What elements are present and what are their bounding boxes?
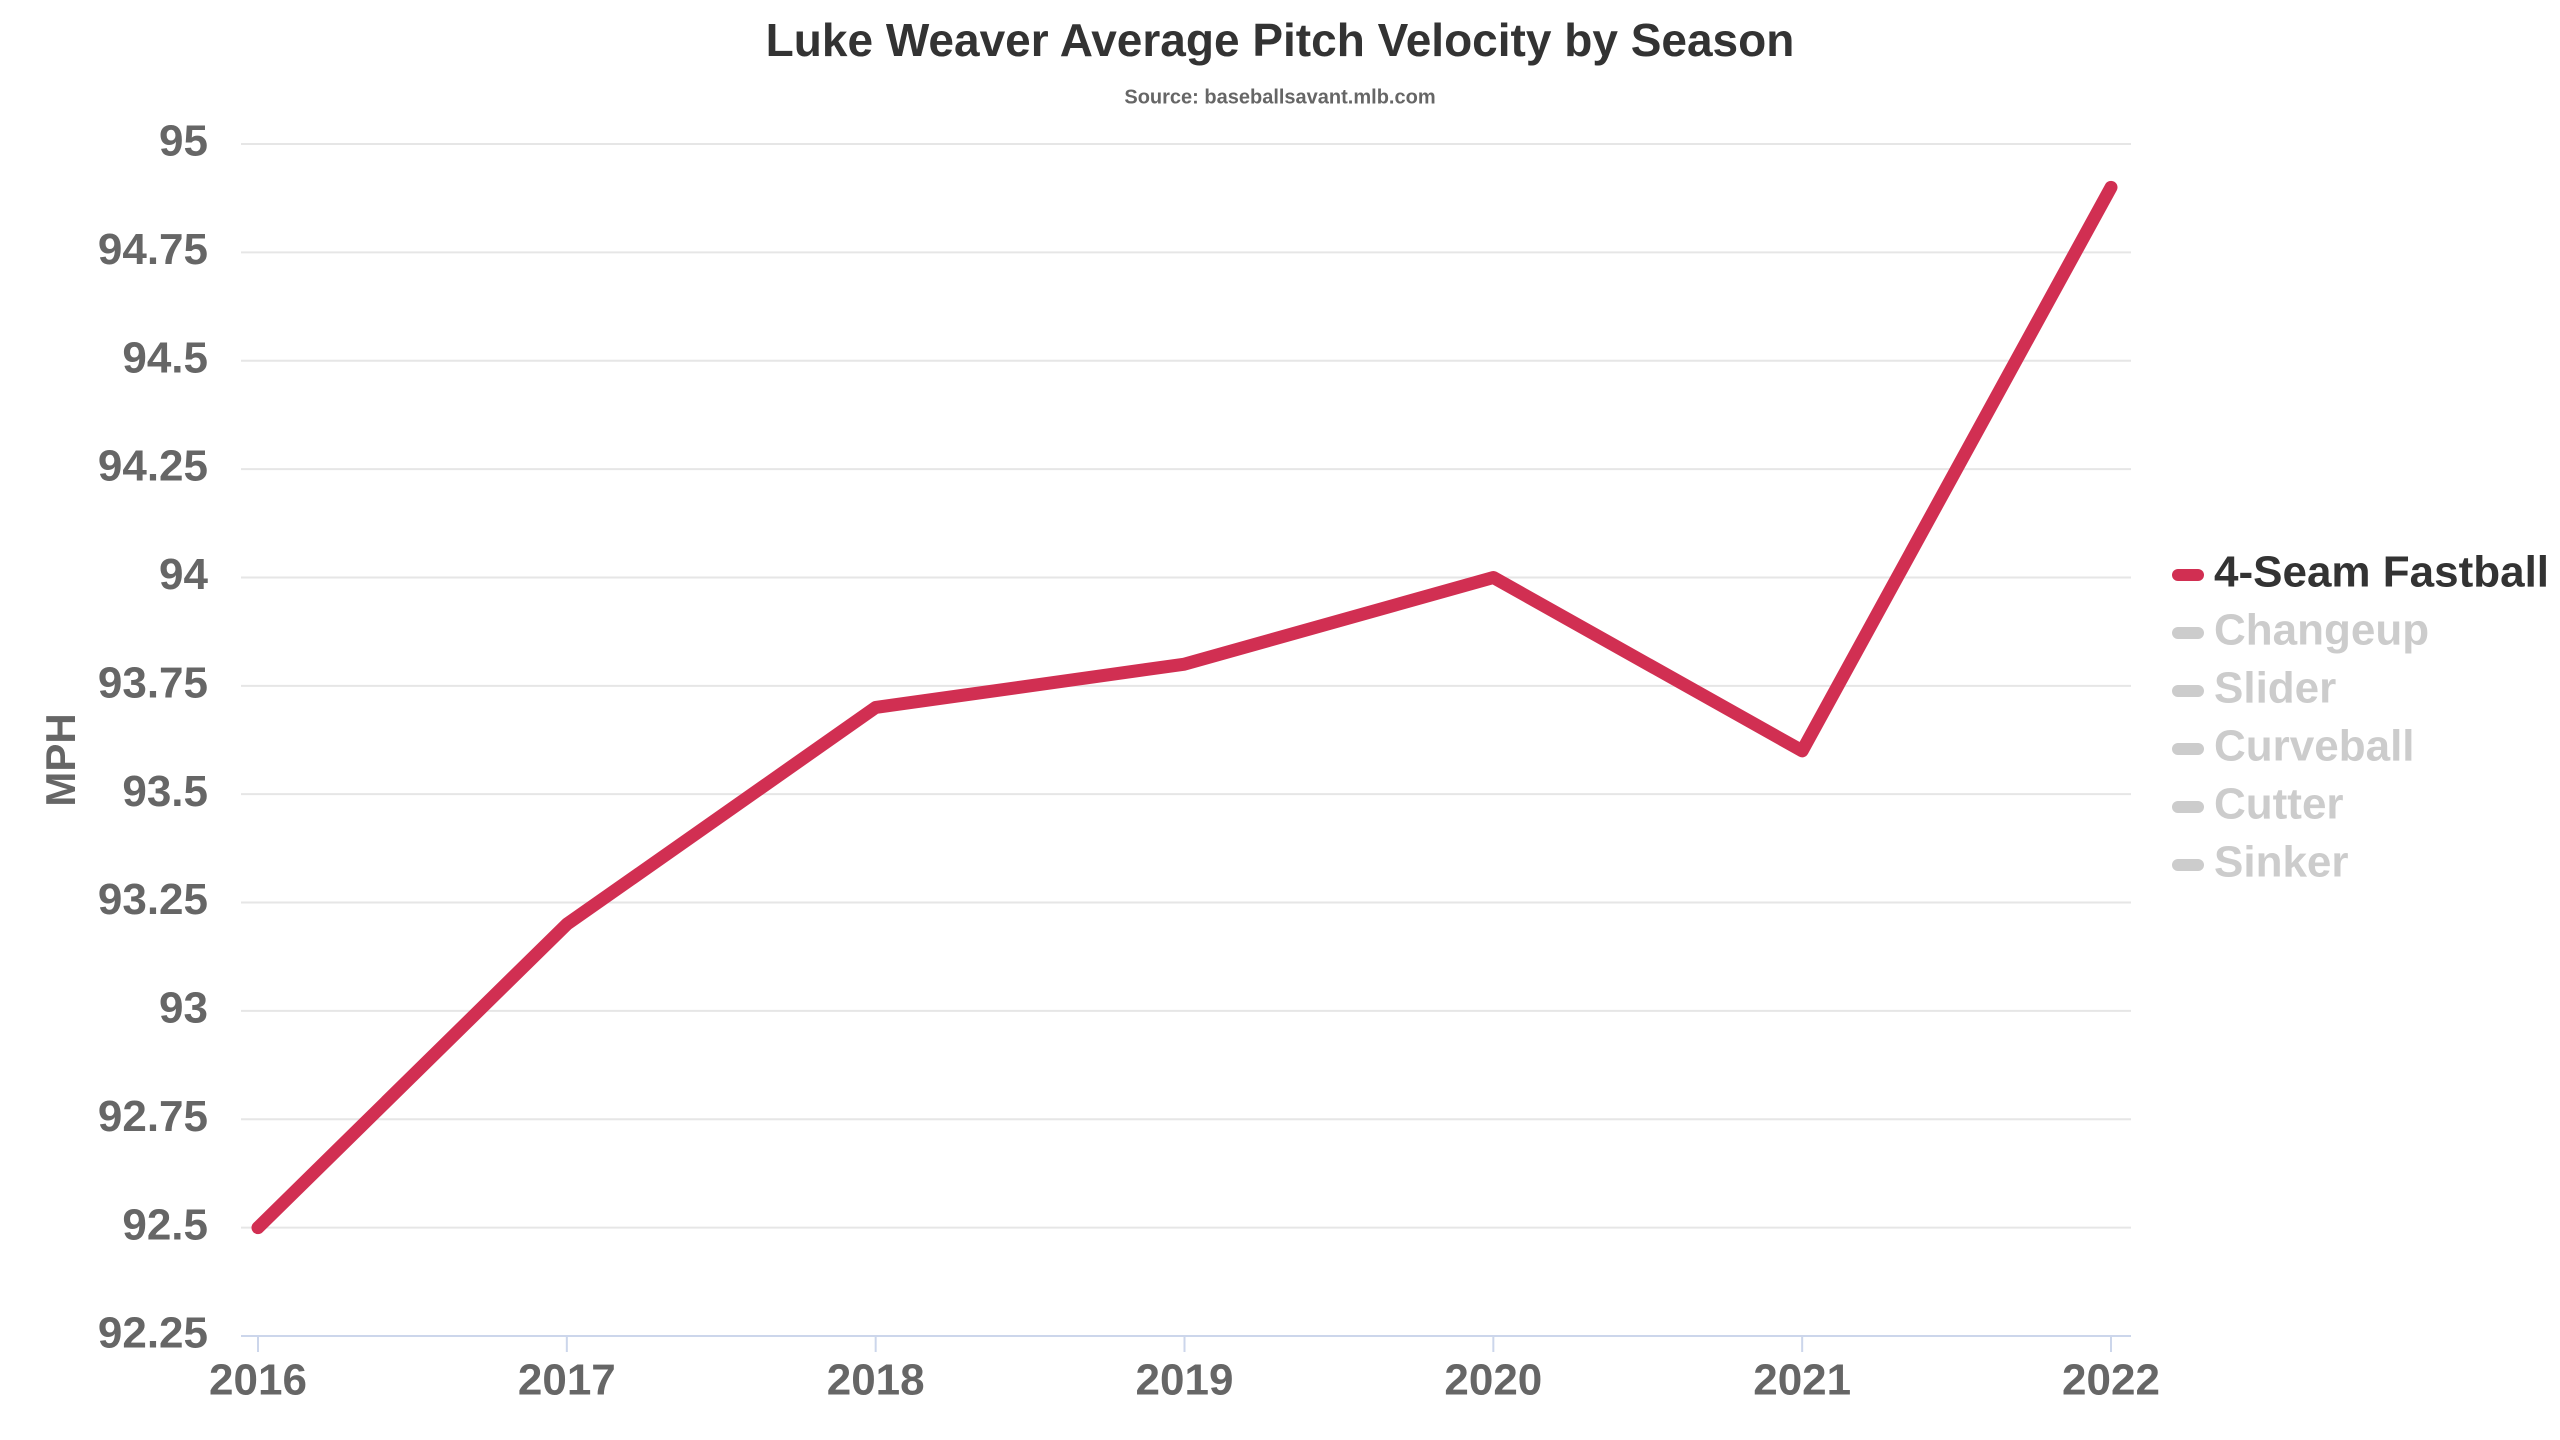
y-tick-label: 95	[159, 117, 208, 166]
x-tick-label: 2017	[518, 1356, 616, 1405]
y-tick-label: 92.75	[98, 1092, 208, 1141]
legend-swatch[interactable]	[2172, 801, 2204, 813]
x-tick-label: 2019	[1136, 1356, 1234, 1405]
x-tick-label: 2020	[1444, 1356, 1542, 1405]
y-tick-label: 94.25	[98, 442, 208, 491]
legend-swatch[interactable]	[2172, 569, 2204, 581]
y-axis-title: MPH	[37, 713, 84, 806]
chart-title: Luke Weaver Average Pitch Velocity by Se…	[766, 14, 1795, 66]
legend-label[interactable]: 4-Seam Fastball	[2214, 548, 2549, 597]
x-tick-label: 2016	[209, 1356, 307, 1405]
legend-label[interactable]: Sinker	[2214, 838, 2349, 887]
y-tick-label: 93.5	[122, 767, 208, 816]
legend-label[interactable]: Slider	[2214, 664, 2336, 713]
y-tick-label: 94.75	[98, 225, 208, 274]
y-tick-label: 92.5	[122, 1200, 208, 1249]
legend-label[interactable]: Changeup	[2214, 606, 2429, 655]
y-tick-label: 93.75	[98, 658, 208, 707]
x-tick-label: 2018	[827, 1356, 925, 1405]
chart-subtitle: Source: baseballsavant.mlb.com	[1124, 86, 1435, 108]
legend-swatch[interactable]	[2172, 859, 2204, 871]
x-tick-label: 2022	[2062, 1356, 2160, 1405]
legend-swatch[interactable]	[2172, 743, 2204, 755]
y-tick-label: 92.25	[98, 1309, 208, 1358]
y-tick-label: 93.25	[98, 875, 208, 924]
legend-label[interactable]: Curveball	[2214, 722, 2415, 771]
y-tick-label: 94	[159, 550, 208, 599]
legend-swatch[interactable]	[2172, 685, 2204, 697]
y-tick-label: 94.5	[122, 333, 208, 382]
y-tick-label: 93	[159, 984, 208, 1033]
legend-swatch[interactable]	[2172, 627, 2204, 639]
x-tick-label: 2021	[1753, 1356, 1851, 1405]
legend-label[interactable]: Cutter	[2214, 780, 2344, 829]
series-line	[251, 180, 2118, 1235]
